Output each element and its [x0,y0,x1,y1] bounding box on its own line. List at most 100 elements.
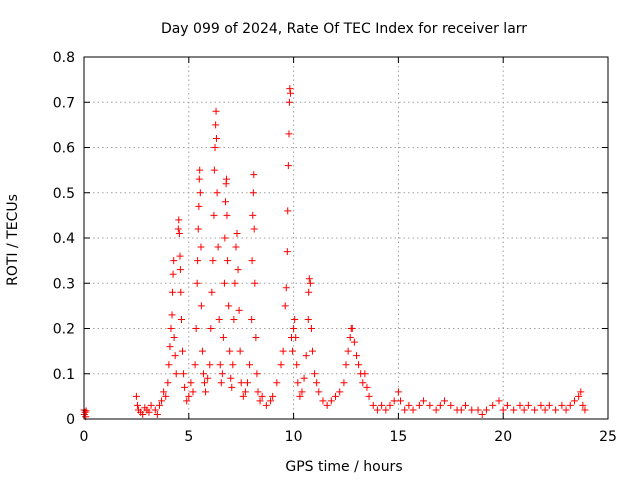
data-point [346,334,354,342]
data-point [162,392,170,400]
data-point [185,392,193,400]
data-point [229,361,237,369]
data-point [81,408,89,416]
data-point [286,85,294,93]
axis-ticks: 0 5 10 15 20 25 0 0.1 0.2 0.3 0.4 0.5 0.6 0.7 0.8 [53,50,617,445]
data-point [581,406,589,414]
y-tick-label: 0.8 [53,50,75,66]
data-point [223,211,231,219]
data-point [221,234,229,242]
data-point [415,401,423,409]
x-tick-label: 20 [494,429,512,445]
grid-lines [84,57,608,419]
data-point [187,379,195,387]
data-point [461,401,469,409]
data-point [196,166,204,174]
data-point [237,379,245,387]
data-point [198,347,206,355]
data-point [306,279,314,287]
data-point [336,388,344,396]
data-point [386,401,394,409]
data-point [363,383,371,391]
data-point [213,189,221,197]
data-point [145,408,153,416]
data-point [233,229,241,237]
data-point [249,211,257,219]
data-point [426,401,434,409]
data-point [177,315,185,323]
data-point [180,370,188,378]
data-point [248,315,256,323]
data-point [218,370,226,378]
data-point [158,397,166,405]
data-point [197,243,205,251]
data-point [390,397,398,405]
data-point [273,379,281,387]
data-point [132,392,140,400]
data-point [409,406,417,414]
data-point [206,361,214,369]
data-point [369,401,377,409]
data-point [401,406,409,414]
data-point [248,257,256,265]
y-tick-label: 0.7 [53,95,75,111]
data-point [212,121,220,129]
data-point [192,325,200,332]
data-point [436,401,444,409]
data-point [361,370,369,378]
data-point [457,406,465,414]
data-point [300,374,308,382]
data-point [282,284,290,292]
data-point [236,347,244,355]
data-point [283,248,291,256]
data-point [311,370,319,378]
data-point [499,406,507,414]
data-point [570,397,578,405]
data-point [194,225,202,233]
data-point [133,401,141,409]
data-point [147,401,155,409]
data-point [168,311,176,319]
y-tick-label: 0 [66,412,75,428]
data-point [170,257,178,265]
x-axis-label: GPS time / hours [285,459,402,475]
data-point [298,388,306,396]
data-point [225,302,233,310]
data-point [155,401,163,409]
data-point [323,401,331,409]
data-point [531,406,539,414]
data-point [279,347,287,355]
data-point [286,89,294,97]
data-point [197,302,205,310]
data-point [562,406,570,414]
data-point [181,383,189,391]
data-point [332,392,340,400]
data-point [209,257,217,265]
data-point [394,388,402,396]
data-point [241,388,249,396]
data-point [179,347,187,355]
data-point [227,374,235,382]
data-point [207,325,215,332]
data-point [246,361,254,369]
data-point [348,325,356,332]
data-point [234,266,242,274]
data-point [170,334,178,342]
data-point [191,361,199,369]
data-point [468,406,476,414]
data-point [183,397,191,405]
x-tick-label: 5 [184,429,193,445]
data-point [373,406,381,414]
data-point [171,352,179,360]
data-point [175,229,183,237]
data-point [160,388,168,396]
y-tick-label: 0.6 [53,141,75,157]
data-point [304,315,312,323]
data-point [474,406,482,414]
data-point [202,388,210,396]
data-point [252,334,260,342]
data-point [495,397,503,405]
data-point [305,275,313,283]
data-point [524,401,532,409]
